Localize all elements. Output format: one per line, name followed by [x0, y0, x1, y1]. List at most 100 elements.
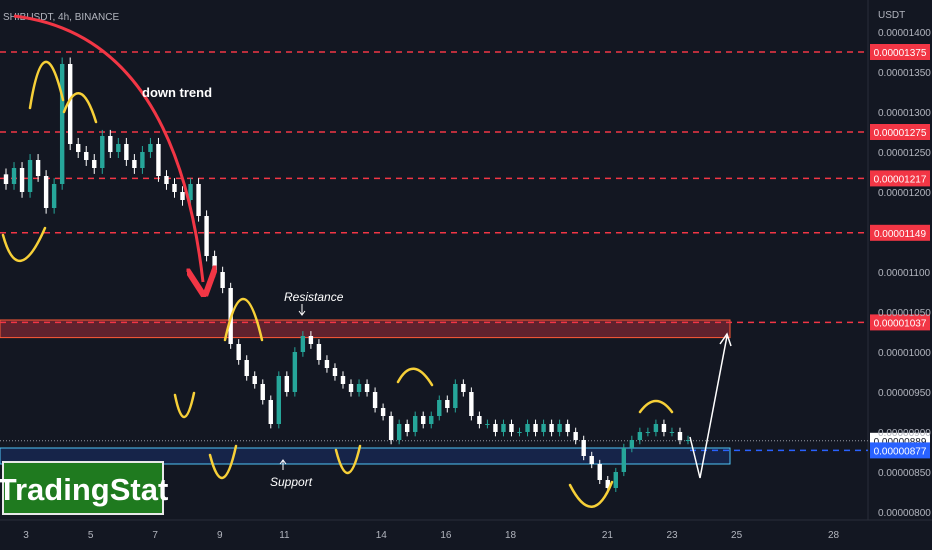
candle — [413, 411, 418, 437]
candle — [92, 154, 97, 174]
candle-body — [260, 384, 265, 400]
candle — [501, 419, 506, 437]
doodle-bottom-left — [1, 226, 47, 262]
y-tick-4: 0.00001200 — [878, 188, 931, 199]
candle — [469, 387, 474, 421]
candle-body — [501, 424, 506, 432]
x-tick-3: 9 — [217, 530, 223, 541]
y-tick-7: 0.00001000 — [878, 348, 931, 359]
candle — [677, 427, 683, 445]
doodle-support-14 — [334, 444, 362, 475]
candle-body — [252, 376, 257, 384]
level-tag-3 — [870, 224, 930, 241]
support-label: Support — [270, 475, 313, 489]
candle-body — [380, 408, 386, 416]
candle — [613, 467, 618, 492]
pattern-doodles — [1, 60, 674, 508]
candle — [300, 331, 306, 357]
candle-body — [557, 424, 562, 432]
candle — [453, 379, 458, 413]
candle-body — [100, 136, 105, 168]
candle — [364, 379, 370, 397]
x-tick-10: 25 — [731, 530, 743, 541]
candle — [348, 379, 354, 397]
candle — [356, 379, 362, 397]
candle — [549, 419, 554, 437]
support-price-tag-text: 0.00000877 — [874, 446, 927, 457]
candle-body — [348, 384, 354, 392]
candle — [685, 435, 691, 445]
candle — [132, 154, 137, 174]
candle — [236, 339, 241, 365]
candle-body — [509, 424, 514, 432]
y-tick-10: 0.00000850 — [878, 468, 931, 479]
candle — [268, 395, 273, 429]
candle-body — [388, 416, 394, 440]
candle — [573, 427, 578, 445]
candle-body — [67, 64, 73, 144]
candle — [148, 137, 153, 158]
support-zone — [0, 447, 731, 465]
candle-body — [493, 424, 498, 432]
candle — [477, 411, 482, 429]
candle — [541, 419, 546, 437]
candle-body — [156, 144, 161, 176]
candle-body — [196, 184, 201, 216]
candle-body — [164, 176, 169, 184]
candle — [629, 435, 635, 453]
candle — [220, 266, 225, 294]
candle-body — [244, 360, 249, 376]
candle — [180, 186, 185, 206]
candle-body — [27, 160, 33, 192]
candle — [76, 137, 81, 158]
candle-body — [84, 152, 89, 160]
candle — [653, 419, 659, 437]
candle-body — [132, 160, 137, 168]
candle — [172, 178, 177, 198]
candle-body — [581, 440, 586, 456]
candle-body — [308, 336, 314, 344]
candle — [340, 371, 346, 389]
axis-unit-label: USDT — [878, 10, 905, 21]
candle-body — [204, 216, 209, 256]
support-price-tag — [870, 442, 930, 459]
candle — [525, 419, 530, 437]
candle-body — [188, 184, 193, 200]
candle-body — [669, 432, 675, 433]
candle-body — [597, 464, 602, 480]
candle-body — [11, 168, 17, 184]
x-tick-9: 23 — [666, 530, 678, 541]
candle-body — [140, 152, 145, 168]
x-tick-0: 3 — [23, 530, 29, 541]
candle — [19, 162, 25, 198]
candle — [597, 459, 602, 485]
x-tick-2: 7 — [152, 530, 158, 541]
candle — [156, 137, 161, 182]
y-tick-0: 0.00001400 — [878, 28, 931, 39]
tradingstat-logo: TradingStat — [0, 461, 168, 515]
candle — [589, 451, 594, 469]
candle — [204, 210, 209, 262]
candle — [35, 154, 41, 182]
candle — [380, 403, 386, 421]
x-tick-6: 16 — [440, 530, 452, 541]
candle — [140, 146, 145, 174]
downtrend-arrow — [13, 14, 203, 282]
candle — [324, 355, 330, 373]
level-tag-text-0: 0.00001375 — [874, 48, 927, 59]
candle — [84, 146, 89, 166]
y-tick-3: 0.00001250 — [878, 148, 931, 159]
candle — [51, 178, 57, 214]
candle-body — [565, 424, 570, 432]
time-axis: 3 5 7 9 11 14 16 18 21 23 25 28 — [23, 530, 839, 541]
y-tick-1: 0.00001350 — [878, 68, 931, 79]
candle — [581, 435, 586, 461]
candle — [188, 178, 193, 206]
doodle-low-9 — [173, 391, 196, 419]
candle-body — [677, 432, 683, 440]
candle-body — [404, 424, 410, 432]
doodle-peak-24 — [638, 399, 674, 414]
candle — [67, 57, 73, 151]
y-tick-9: 0.00000900 — [878, 428, 931, 439]
